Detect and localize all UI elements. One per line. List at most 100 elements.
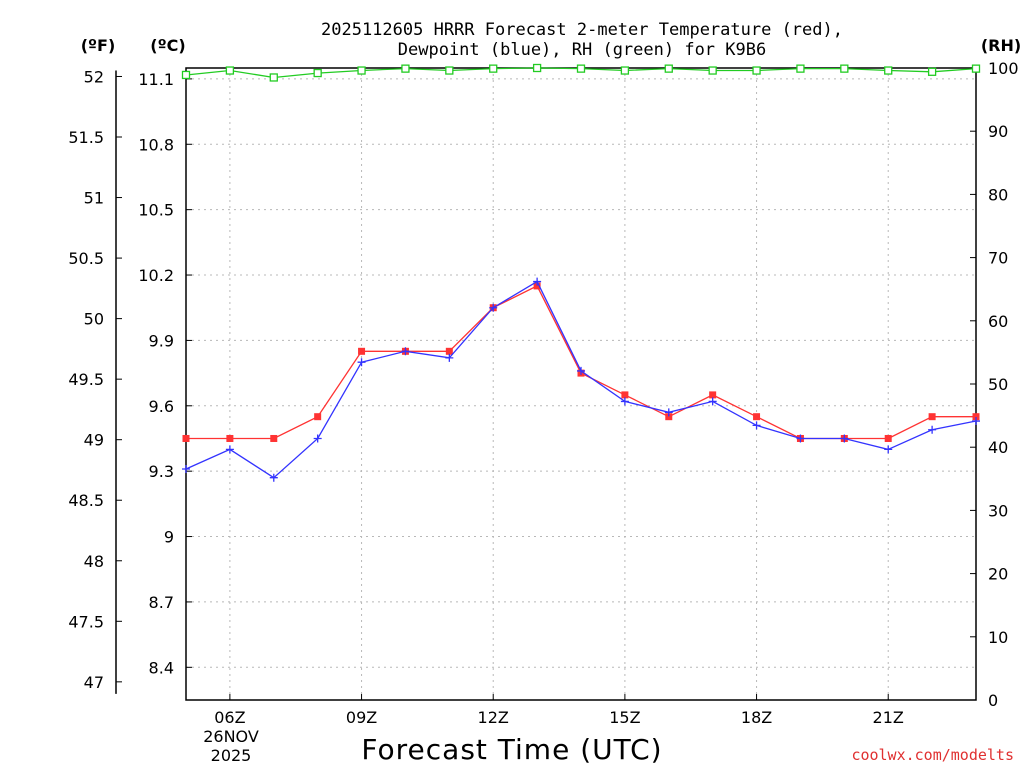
plot-frame xyxy=(185,67,977,701)
temperature-point xyxy=(226,434,234,442)
y-tick-label-f: 50 xyxy=(84,310,104,329)
temperature-line xyxy=(186,285,976,440)
dewpoint-point xyxy=(664,408,673,417)
rh-point xyxy=(269,73,278,82)
axes xyxy=(115,67,977,701)
temperature-point xyxy=(665,413,673,421)
temperature-point xyxy=(314,413,322,421)
y-tick-label-f: 52 xyxy=(84,67,104,86)
y-tick-label-f: 51.5 xyxy=(68,128,104,147)
y-tick-label-rh: 0 xyxy=(988,691,998,710)
chart-subtitle: Dewpoint (blue), RH (green) for K9B6 xyxy=(398,40,766,60)
temperature-point xyxy=(182,434,190,442)
y-tick-label-rh: 80 xyxy=(988,185,1008,204)
y-tick-label-rh: 50 xyxy=(988,375,1008,394)
rh-point xyxy=(401,64,410,73)
x-axis-title: Forecast Time (UTC) xyxy=(361,733,662,766)
temperature-point xyxy=(533,282,541,290)
dewpoint-point xyxy=(313,434,322,443)
rh-point xyxy=(620,66,630,75)
y-tick-label-rh: 60 xyxy=(988,312,1008,331)
x-tick-label: 21Z xyxy=(873,708,904,727)
dewpoint-point xyxy=(752,421,761,430)
dewpoint-point xyxy=(182,464,190,473)
rh-point xyxy=(445,66,454,75)
y-tick-label-f: 49.5 xyxy=(68,370,104,389)
y-tick-label-f: 49 xyxy=(84,431,104,450)
dewpoint-point xyxy=(225,445,234,454)
y-tick-label-f: 47.5 xyxy=(68,612,104,631)
temperature-point xyxy=(445,347,453,355)
y-tick-label-rh: 70 xyxy=(988,249,1008,268)
chart-title: 2025112605 HRRR Forecast 2-meter Tempera… xyxy=(321,20,843,40)
dewpoint-point xyxy=(972,417,980,426)
dewpoint-point xyxy=(401,347,410,356)
y-tick-label-c: 8.7 xyxy=(149,593,174,612)
rh-point xyxy=(532,63,542,73)
dewpoint-point xyxy=(840,434,849,443)
y-tick-label-c: 8.4 xyxy=(149,658,174,677)
y-tick-label-f: 47 xyxy=(84,673,104,692)
dewpoint-point xyxy=(445,353,454,362)
rh-point xyxy=(357,66,366,75)
rh-point xyxy=(927,67,937,76)
y-tick-label-f: 48 xyxy=(84,552,104,571)
temperature-point xyxy=(709,391,717,399)
y-tick-label-rh: 100 xyxy=(988,59,1019,78)
dewpoint-point xyxy=(357,358,366,367)
rh-point xyxy=(489,64,498,73)
dewpoint-point xyxy=(884,445,893,454)
tick-labels: 8.4 8.7 9 9.3 9.6 9.9 10.2 10.5 10.8 11.1 47 47.5 48… xyxy=(68,59,1018,727)
dewpoint-point xyxy=(796,434,805,443)
temperature-point xyxy=(972,413,980,421)
rh-point xyxy=(796,64,805,73)
y-tick-label-c: 9.6 xyxy=(149,397,174,416)
y-tick-label-c: 10.8 xyxy=(138,135,174,154)
temperature-point xyxy=(621,391,629,399)
grid-lines xyxy=(186,68,976,700)
rh-point xyxy=(971,64,981,73)
rh-point xyxy=(752,66,761,75)
date-label-day: 26NOV xyxy=(203,727,259,746)
y-tick-label-f: 50.5 xyxy=(68,249,104,268)
x-tick-label: 15Z xyxy=(609,708,640,727)
y-tick-label-rh: 20 xyxy=(988,565,1008,584)
data-series xyxy=(181,63,981,482)
rh-point xyxy=(664,64,673,73)
temperature-point xyxy=(884,434,892,442)
dewpoint-point xyxy=(620,397,629,406)
temperature-point xyxy=(928,413,936,421)
x-tick-label: 18Z xyxy=(741,708,772,727)
rh-point xyxy=(225,66,235,75)
y-tick-label-rh: 90 xyxy=(988,122,1008,141)
temperature-point xyxy=(358,347,366,355)
date-label-year: 2025 xyxy=(211,746,252,765)
y-tick-label-f: 48.5 xyxy=(68,491,104,510)
x-tick-label: 12Z xyxy=(478,708,509,727)
rh-point xyxy=(576,64,586,73)
y-tick-label-c: 9.3 xyxy=(149,462,174,481)
dewpoint-point xyxy=(269,473,278,482)
y-tick-label-c: 10.5 xyxy=(138,201,174,220)
dewpoint-point xyxy=(708,397,717,406)
y-tick-label-rh: 10 xyxy=(988,628,1008,647)
rh-point xyxy=(708,66,717,75)
temperature-point xyxy=(753,413,761,421)
dewpoint-point xyxy=(577,366,585,375)
y-tick-label-c: 10.2 xyxy=(138,266,174,285)
rh-point xyxy=(313,68,322,78)
rh-point xyxy=(840,64,849,73)
x-tick-label: 09Z xyxy=(346,708,377,727)
y-tick-label-c: 9.9 xyxy=(149,331,174,350)
y-tick-label-rh: 30 xyxy=(988,501,1008,520)
fahrenheit-unit-label: (ºF) xyxy=(81,36,116,55)
temperature-point xyxy=(270,434,278,442)
dewpoint-point xyxy=(533,277,542,286)
dewpoint-line xyxy=(185,280,977,479)
y-tick-label-c: 9 xyxy=(164,528,174,547)
credit-text: coolwx.com/modelts xyxy=(851,746,1014,764)
celsius-unit-label: (ºC) xyxy=(150,36,185,55)
dewpoint-point xyxy=(928,425,937,434)
y-tick-label-f: 51 xyxy=(84,189,104,208)
